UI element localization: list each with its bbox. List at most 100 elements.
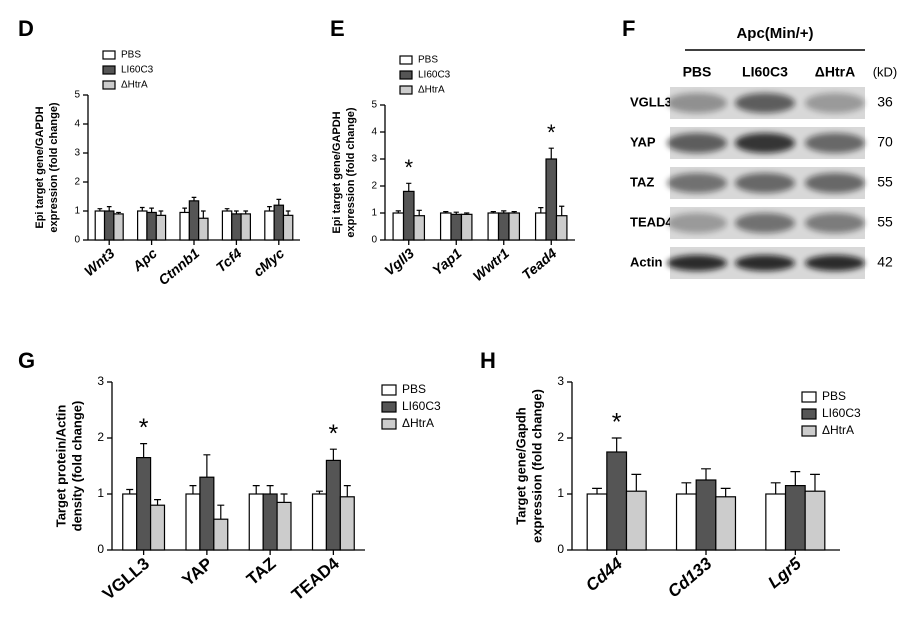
bar: [586, 493, 608, 551]
error-bar: [154, 499, 162, 506]
significance-mark: *: [612, 409, 622, 437]
legend-swatch: [801, 408, 817, 420]
error-bar: [191, 196, 197, 201]
blot-kd: 55: [877, 174, 893, 190]
bar: [765, 493, 787, 551]
y-axis-label: Target gene/Gapdh: [513, 407, 528, 525]
bar: [146, 211, 157, 241]
y-axis-label: Epi target gene/GAPDH: [34, 106, 46, 228]
error-bar: [266, 485, 274, 494]
error-bar: [276, 198, 282, 206]
blot-row-label: VGLL3: [630, 94, 672, 109]
error-bar: [490, 211, 496, 213]
x-tick-label: Tead4: [519, 245, 560, 283]
bar: [185, 493, 201, 551]
bar: [221, 210, 233, 241]
bar: [113, 213, 124, 241]
x-tick-label: TEAD4: [288, 554, 343, 605]
error-bar: [790, 471, 801, 486]
error-bar: [224, 208, 230, 211]
error-bar: [126, 488, 134, 494]
blot-row-label: TAZ: [630, 174, 654, 189]
y-tick-label: 2: [74, 177, 80, 188]
error-bar: [501, 210, 507, 213]
bar: [179, 211, 190, 241]
error-bar: [548, 147, 554, 159]
blot-band: [735, 93, 795, 113]
bar: [282, 214, 294, 241]
bar: [450, 213, 463, 241]
y-tick-label: 3: [97, 374, 104, 388]
blot-band: [805, 93, 865, 113]
legend-label: PBS: [121, 50, 141, 61]
legend-swatch: [801, 425, 817, 437]
bar: [325, 459, 341, 551]
blot-band: [667, 133, 727, 153]
x-tick-label: Wnt3: [81, 245, 118, 279]
significance-mark: *: [547, 120, 556, 145]
error-bar: [252, 485, 260, 494]
blot-band: [735, 173, 795, 193]
error-bar: [511, 211, 517, 213]
y-tick-label: 0: [371, 235, 377, 246]
bar: [439, 212, 452, 241]
x-tick-label: Cd133: [664, 554, 716, 602]
blot-kd: 42: [877, 254, 893, 270]
blot-column-label: ΔHtrA: [815, 64, 855, 80]
y-tick-label: 2: [97, 430, 104, 444]
blot-band: [667, 93, 727, 113]
bar: [198, 217, 209, 241]
bar: [460, 213, 473, 241]
y-tick-label: 3: [74, 148, 80, 159]
legend-swatch: [381, 401, 397, 413]
significance-mark: *: [404, 155, 413, 180]
legend-swatch: [399, 70, 413, 80]
bar: [675, 493, 697, 551]
panel-letter: F: [622, 16, 635, 41]
legend-label: LI60C3: [418, 70, 451, 81]
panel-letter: G: [18, 348, 35, 373]
y-tick-label: 4: [74, 119, 80, 130]
error-bar: [116, 211, 121, 214]
bar: [311, 493, 328, 551]
blot-band: [735, 133, 795, 153]
blot-band: [805, 213, 865, 233]
blot-band: [667, 213, 727, 233]
bar: [94, 210, 106, 241]
bar: [784, 485, 806, 551]
x-tick-label: YAP: [179, 554, 217, 590]
y-tick-label: 3: [557, 374, 564, 388]
legend-swatch: [381, 384, 397, 396]
legend-swatch: [102, 65, 116, 75]
y-axis-label: Target protein/Actin: [53, 405, 68, 528]
error-bar: [538, 207, 544, 213]
bar: [497, 212, 510, 241]
error-bar: [267, 206, 272, 211]
bar: [606, 451, 628, 551]
legend-label: ΔHtrA: [822, 423, 854, 437]
error-bar: [464, 212, 470, 215]
error-bar: [189, 485, 197, 494]
x-tick-label: Ctnnb1: [155, 245, 202, 288]
blot-band: [805, 173, 865, 193]
error-bar: [182, 207, 188, 213]
error-bar: [158, 210, 164, 216]
blot-row-label: Actin: [630, 254, 663, 269]
bar: [149, 504, 166, 551]
legend-swatch: [399, 55, 413, 65]
error-bar: [243, 210, 249, 214]
blot-title: Apc(Min/+): [736, 25, 813, 42]
x-tick-label: Cd44: [582, 554, 626, 596]
bar: [122, 493, 138, 551]
blot-band: [805, 255, 865, 271]
x-tick-label: Vgll3: [381, 245, 417, 279]
y-tick-label: 0: [557, 542, 564, 556]
error-bar: [315, 490, 323, 494]
error-bar: [329, 448, 337, 461]
x-tick-label: Yap1: [429, 245, 465, 279]
legend-swatch: [102, 50, 116, 60]
bar: [339, 496, 355, 551]
error-bar: [395, 210, 401, 213]
error-bar: [681, 482, 692, 494]
